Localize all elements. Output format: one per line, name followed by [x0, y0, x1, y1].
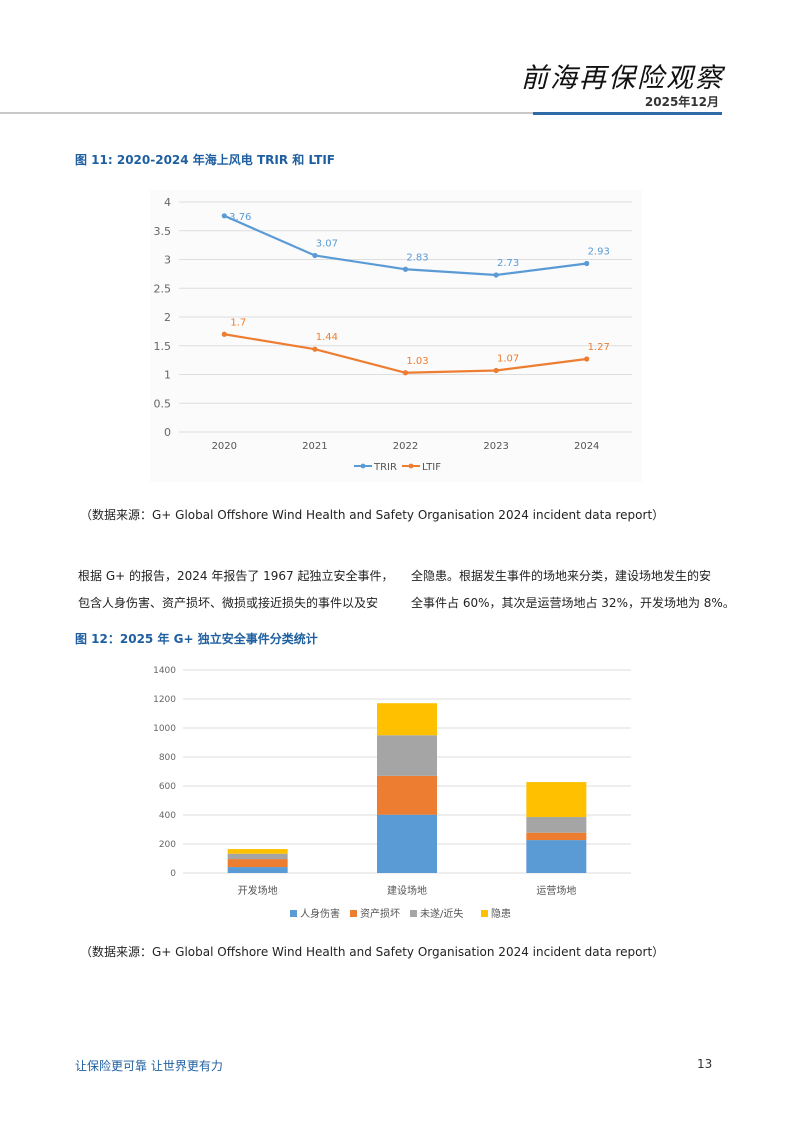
y-tick-label: 3.5: [154, 225, 172, 238]
x-tick-label: 开发场地: [238, 884, 278, 897]
data-label: 1.07: [497, 353, 519, 364]
bar-segment: [227, 853, 288, 860]
legend-label: 人身伤害: [300, 907, 340, 920]
bar-segment: [526, 782, 587, 818]
legend-swatch: [410, 910, 417, 917]
x-tick-label: 2023: [483, 441, 508, 452]
paragraph-line: 包含人身伤害、资产损坏、微损或接近损失的事件以及安: [78, 596, 379, 610]
y-tick-label: 2: [164, 311, 171, 324]
figure-12-title: 图 12：2025 年 G+ 独立安全事件分类统计: [75, 632, 318, 646]
legend-label: 未遂/近失: [420, 907, 463, 920]
paragraph-line: 全隐患。根据发生事件的场地来分类，建设场地发生的安: [411, 569, 712, 583]
y-tick-label: 800: [159, 753, 176, 763]
bar-segment: [377, 735, 437, 776]
data-point: [584, 260, 590, 267]
legend-marker: [360, 463, 366, 469]
data-point: [312, 346, 318, 352]
y-tick-label: 3: [164, 254, 171, 267]
data-point: [584, 356, 590, 362]
x-tick-label: 2021: [302, 441, 327, 452]
data-label: 1.03: [406, 356, 428, 367]
data-point: [402, 370, 409, 376]
legend-swatch: [290, 910, 297, 917]
y-tick-label: 400: [159, 811, 176, 821]
y-tick-label: 0.5: [154, 397, 172, 410]
data-label: 1.27: [588, 342, 610, 353]
footer-slogan: 让保险更可靠 让世界更有力: [75, 1059, 223, 1073]
data-point: [221, 331, 227, 337]
x-tick-label: 运营场地: [536, 884, 576, 897]
y-tick-label: 1: [164, 369, 171, 382]
x-tick-label: 2022: [393, 441, 418, 452]
data-point: [402, 266, 409, 272]
bar-segment: [526, 832, 587, 841]
y-tick-label: 1400: [153, 666, 176, 676]
header-rule-blue: [533, 112, 722, 115]
data-label: 3.07: [316, 238, 338, 249]
data-point: [312, 252, 318, 259]
data-label: 3.76: [229, 212, 251, 223]
figure-11-title: 图 11: 2020-2024 年海上风电 TRIR 和 LTIF: [75, 153, 335, 167]
header-rule-gray: [0, 112, 533, 114]
data-label: 1.7: [230, 317, 246, 328]
paragraph-col2: 全隐患。根据发生事件的场地来分类，建设场地发生的安 全事件占 60%，其次是运营…: [411, 563, 735, 617]
y-tick-label: 1200: [153, 695, 176, 705]
x-tick-label: 2024: [574, 441, 599, 452]
data-point: [493, 367, 499, 374]
bar-segment: [227, 849, 288, 854]
legend-swatch: [350, 910, 357, 917]
bar-segment: [377, 814, 437, 873]
bar-segment: [227, 859, 288, 868]
bar-segment: [377, 775, 437, 815]
bar-segment: [526, 817, 587, 833]
legend-label: TRIR: [373, 462, 397, 473]
y-tick-label: 0: [170, 869, 176, 879]
paragraph-line: 根据 G+ 的报告，2024 年报告了 1967 起独立安全事件，: [78, 569, 394, 583]
data-label: 1.44: [316, 332, 338, 343]
y-tick-label: 0: [164, 426, 171, 439]
x-tick-label: 2020: [212, 441, 237, 452]
legend-label: LTIF: [422, 462, 441, 473]
x-tick-label: 建设场地: [387, 884, 427, 897]
stacked-bar-chart-incidents: 0 200 400 600 800 1000 1200 1400 开发场地 建设场地 运营场地人身伤…: [153, 666, 631, 920]
figure-12-source: （数据来源：G+ Global Offshore Wind Health and…: [80, 945, 665, 959]
bar-segment: [377, 703, 437, 736]
issue-date: 2025年12月: [644, 95, 719, 109]
y-tick-label: 1000: [153, 724, 176, 734]
data-label: 2.93: [588, 247, 610, 258]
y-tick-label: 600: [159, 782, 176, 792]
paragraph-line: 全事件占 60%，其次是运营场地占 32%，开发场地为 8%。: [411, 596, 735, 610]
legend-marker: [408, 463, 414, 469]
legend-swatch: [481, 910, 488, 917]
data-point: [221, 213, 227, 219]
page-number: 13: [697, 1057, 713, 1071]
data-label: 2.73: [497, 258, 519, 269]
publication-logo: 前海再保险观察: [521, 63, 724, 94]
y-tick-label: 200: [159, 840, 176, 850]
y-tick-label: 2.5: [154, 282, 172, 295]
data-point: [493, 272, 499, 278]
bar-segment: [526, 840, 587, 873]
y-tick-label: 1.5: [154, 340, 172, 353]
legend-label: 隐患: [491, 908, 511, 920]
paragraph-col1: 根据 G+ 的报告，2024 年报告了 1967 起独立安全事件， 包含人身伤害…: [78, 563, 394, 617]
line-chart-trir-ltif: 0 0.5 1 1.5 2 2.5 3 3.5 4 2020 2021 2022 2023 2024 3.7…: [150, 190, 642, 482]
legend-label: 资产损坏: [360, 907, 400, 920]
data-label: 2.83: [406, 252, 428, 263]
figure-11-source: （数据来源：G+ Global Offshore Wind Health and…: [80, 508, 665, 522]
y-tick-label: 4: [164, 196, 171, 209]
bar-segment: [227, 867, 288, 873]
